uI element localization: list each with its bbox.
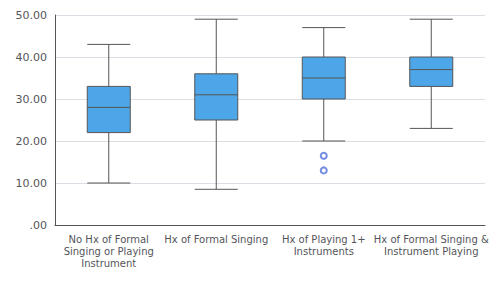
svg-text:Instruments: Instruments [294, 246, 354, 257]
svg-text:20.00: 20.00 [16, 135, 48, 148]
svg-text:Hx of Formal Singing: Hx of Formal Singing [164, 234, 268, 245]
svg-text:10.00: 10.00 [16, 177, 48, 190]
svg-text:Hx of Formal Singing &: Hx of Formal Singing & [374, 234, 489, 245]
svg-text:50.00: 50.00 [16, 9, 48, 22]
svg-text:30.00: 30.00 [16, 93, 48, 106]
svg-text:Hx of Playing 1+: Hx of Playing 1+ [282, 234, 366, 245]
svg-text:Instrument: Instrument [81, 258, 136, 269]
svg-text:Singing or Playing: Singing or Playing [64, 246, 154, 257]
svg-text:40.00: 40.00 [16, 51, 48, 64]
svg-text:No Hx of Formal: No Hx of Formal [69, 234, 149, 245]
svg-text:Instrument Playing: Instrument Playing [384, 246, 479, 257]
svg-text:.00: .00 [30, 219, 48, 232]
